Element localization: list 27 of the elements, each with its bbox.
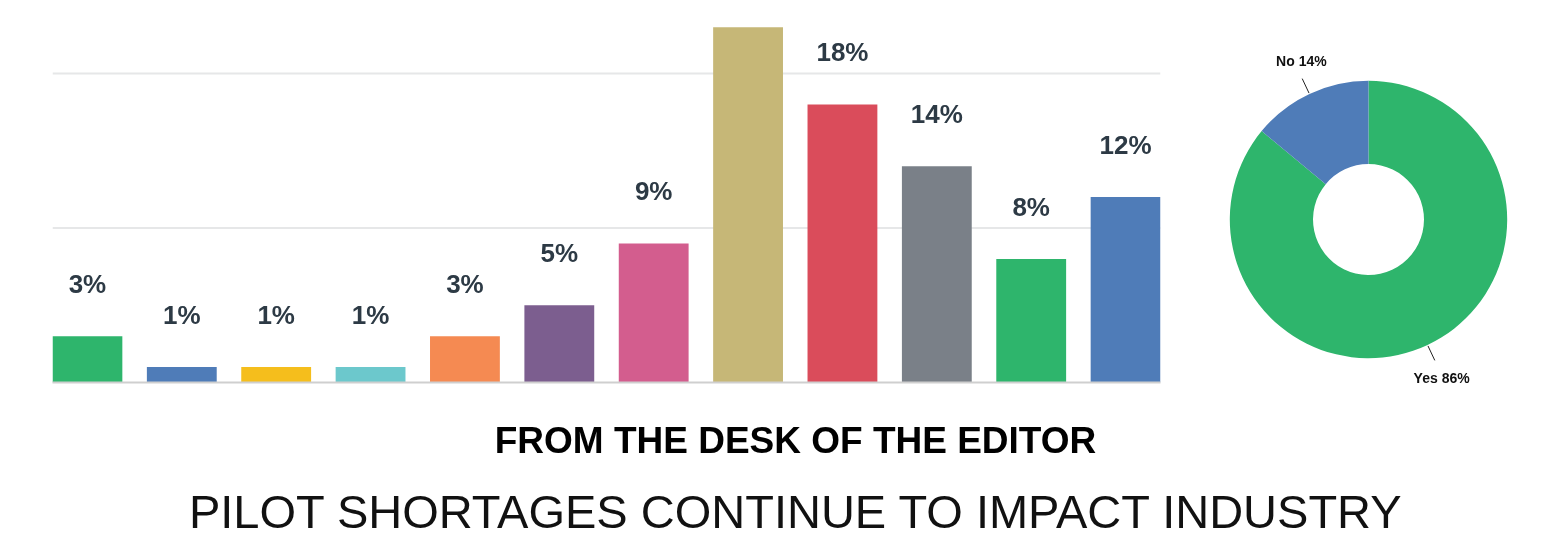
data-label: 14% bbox=[910, 99, 963, 130]
data-label: 1% bbox=[351, 300, 390, 331]
slice-label: No 14% bbox=[1276, 53, 1328, 70]
bar bbox=[241, 367, 312, 383]
data-label: 3% bbox=[68, 269, 107, 300]
slice-label: Yes 86% bbox=[1413, 369, 1471, 386]
text: FROM THE DESK OF THE EDITOR bbox=[494, 420, 1097, 461]
bar bbox=[996, 258, 1067, 383]
bar bbox=[335, 367, 406, 383]
bar bbox=[146, 367, 217, 383]
data-label: 8% bbox=[1012, 191, 1050, 222]
bar bbox=[1090, 197, 1161, 383]
data-label: 9% bbox=[634, 176, 673, 207]
data-label: 12% bbox=[1099, 130, 1152, 161]
bar bbox=[807, 104, 878, 383]
data-label: 1% bbox=[163, 300, 201, 331]
bar bbox=[524, 305, 595, 383]
bar bbox=[713, 27, 783, 383]
bar bbox=[901, 166, 972, 383]
bar bbox=[430, 336, 500, 383]
data-label: 5% bbox=[540, 238, 579, 269]
bar bbox=[52, 336, 123, 383]
data-label: 1% bbox=[257, 300, 295, 331]
data-label: 3% bbox=[446, 269, 484, 300]
bar bbox=[618, 243, 689, 383]
text: PILOT SHORTAGES CONTINUE TO IMPACT INDUSTRY bbox=[188, 485, 1402, 538]
data-label: 18% bbox=[816, 37, 869, 68]
